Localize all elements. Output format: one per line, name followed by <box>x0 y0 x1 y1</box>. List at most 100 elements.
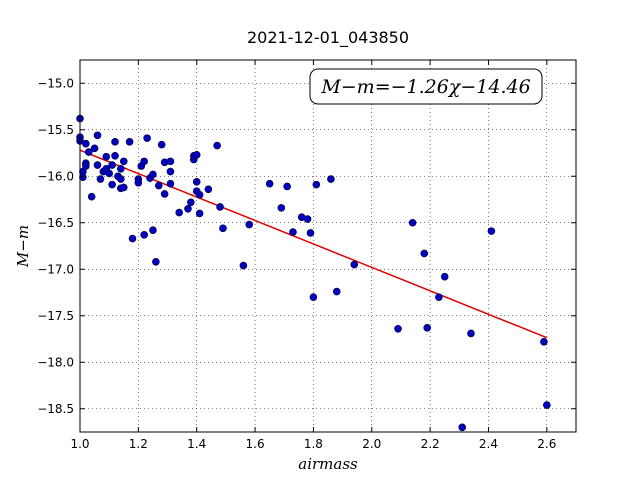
data-point <box>408 218 417 227</box>
plot-frame <box>79 59 577 433</box>
data-point <box>154 181 163 190</box>
data-point <box>108 180 116 189</box>
fit-layer <box>79 149 548 339</box>
x-tick-label: 2.4 <box>479 437 498 451</box>
data-point <box>82 162 90 170</box>
x-tick-label: 1.2 <box>129 437 148 451</box>
data-point <box>128 234 137 243</box>
fit-annotation: M−m=−1.26χ−14.46 <box>309 68 543 105</box>
x-tick-label: 2.2 <box>421 437 440 451</box>
x-axis: 1.0 1.2 1.4 1.6 1.8 2.0 2.2 2.4 2.6 <box>70 60 556 451</box>
data-point <box>166 179 175 188</box>
data-point <box>140 231 148 239</box>
data-point <box>195 209 204 218</box>
data-point <box>111 138 119 146</box>
data-point <box>134 178 143 187</box>
data-point <box>175 208 183 217</box>
data-point <box>111 151 119 160</box>
data-point <box>239 261 248 270</box>
data-point <box>108 161 116 169</box>
y-tick-label: −15.0 <box>37 76 74 90</box>
data-point <box>184 205 192 213</box>
x-axis-label: airmass <box>298 455 358 473</box>
data-point <box>192 178 201 186</box>
data-point <box>435 293 443 301</box>
y-tick-label: −18.0 <box>37 355 74 369</box>
data-point <box>187 198 195 207</box>
data-point <box>192 151 201 159</box>
data-point <box>265 179 274 188</box>
data-point <box>213 141 221 150</box>
data-point <box>543 401 551 409</box>
annotation-box <box>309 68 543 105</box>
data-point <box>87 192 96 201</box>
data-point <box>140 157 148 166</box>
data-point <box>420 249 429 258</box>
data-point <box>245 220 254 229</box>
data-point <box>143 134 151 142</box>
data-point <box>216 203 224 211</box>
data-point <box>219 224 227 233</box>
data-point <box>327 175 335 183</box>
data-point <box>283 182 291 191</box>
data-point <box>105 169 113 178</box>
data-point <box>149 170 157 179</box>
x-tick-label: 1.4 <box>187 437 206 451</box>
data-point <box>467 329 475 338</box>
data-point <box>289 228 297 236</box>
chart-title: 2021-12-01_043850 <box>247 28 409 48</box>
data-point <box>394 324 402 333</box>
data-point <box>204 185 213 194</box>
y-tick-label: −18.5 <box>37 402 74 416</box>
data-point <box>119 157 128 166</box>
data-point <box>487 227 496 235</box>
data-point <box>195 191 204 199</box>
data-point <box>458 423 467 432</box>
data-points <box>76 114 551 432</box>
x-tick-label: 1.0 <box>70 437 89 451</box>
data-point <box>166 167 175 176</box>
data-point <box>309 293 318 301</box>
data-point <box>149 226 157 234</box>
data-point <box>152 258 160 266</box>
data-point <box>306 229 315 237</box>
y-tick-label: −16.0 <box>37 169 74 183</box>
y-axis: −15.0 −15.5 −16.0 −16.5 −17.0 −17.5 −18.0 −18.5 <box>37 76 576 416</box>
data-point <box>540 337 548 346</box>
x-tick-label: 2.6 <box>537 437 556 451</box>
data-point <box>332 287 341 296</box>
data-point <box>166 157 175 166</box>
y-tick-label: −17.0 <box>37 262 74 276</box>
data-point <box>423 324 432 332</box>
data-point <box>119 183 128 192</box>
data-point <box>102 152 111 161</box>
x-tick-label: 1.6 <box>246 437 265 451</box>
data-point <box>303 215 312 223</box>
y-axis-label: M−m <box>14 225 32 268</box>
data-point <box>117 175 125 183</box>
data-point <box>440 272 449 281</box>
data-point <box>93 161 102 169</box>
data-point <box>117 165 125 173</box>
data-point <box>93 131 102 140</box>
y-tick-label: −16.5 <box>37 216 74 230</box>
data-point <box>96 175 105 183</box>
y-tick-label: −17.5 <box>37 309 74 323</box>
data-point <box>160 190 169 198</box>
data-point <box>350 260 359 269</box>
x-tick-label: 2.0 <box>362 437 381 451</box>
x-tick-label: 1.8 <box>304 437 323 451</box>
data-point <box>84 148 93 156</box>
y-tick-label: −15.5 <box>37 123 74 137</box>
data-point <box>79 173 87 181</box>
data-point <box>157 140 166 149</box>
fit-line <box>79 149 548 339</box>
data-point <box>82 139 90 148</box>
data-point <box>277 204 286 212</box>
data-point <box>125 138 134 146</box>
data-point <box>312 180 321 189</box>
plot-area <box>80 60 576 432</box>
annotation-text: M−m=−1.26χ−14.46 <box>320 76 530 98</box>
data-point <box>90 144 99 153</box>
